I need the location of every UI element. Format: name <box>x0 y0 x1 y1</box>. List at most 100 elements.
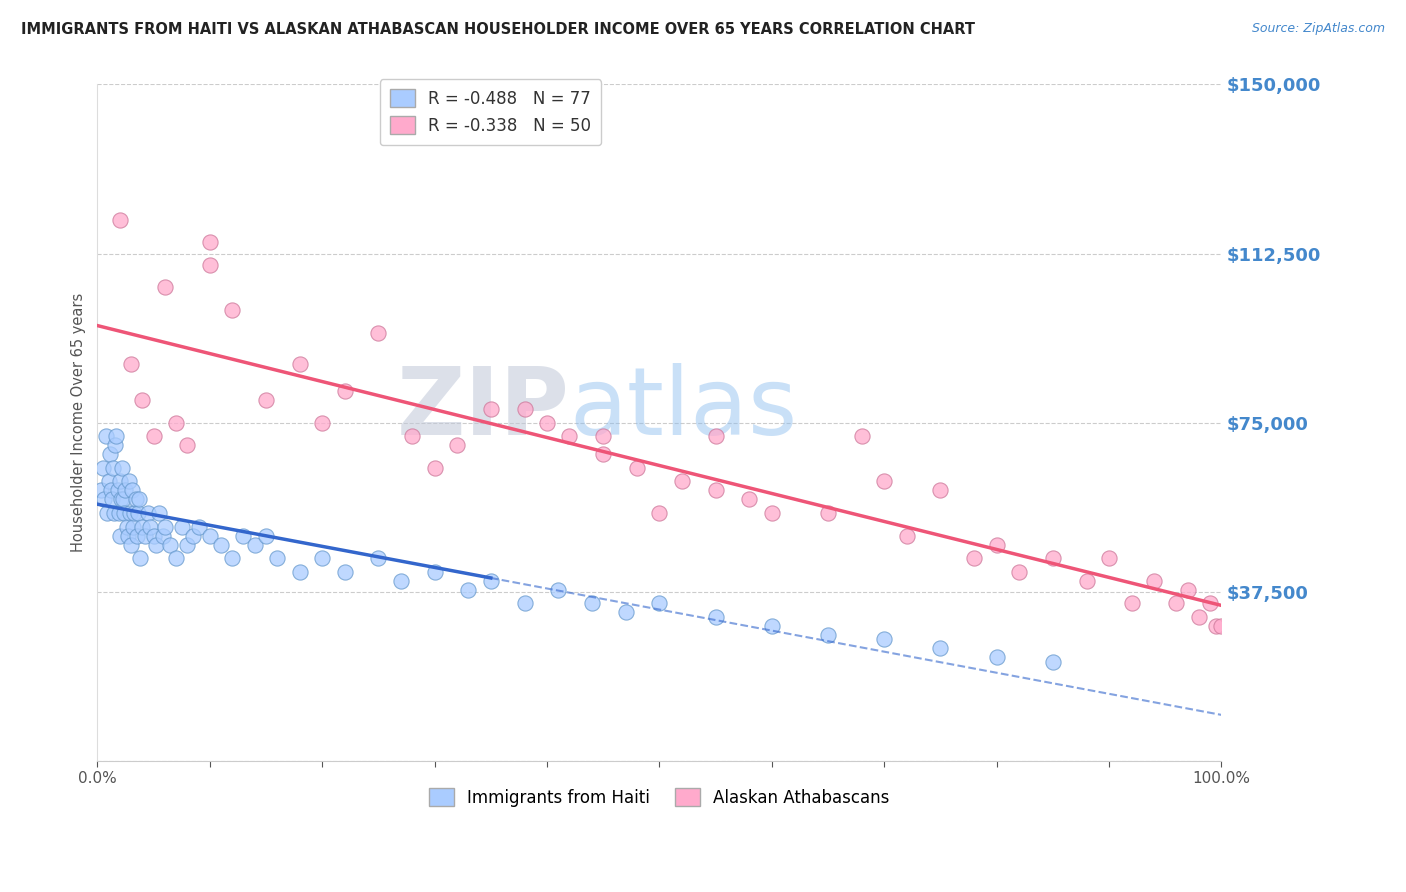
Point <box>91 461 114 475</box>
Point <box>1211 619 1233 633</box>
Point <box>120 537 142 551</box>
Point <box>288 565 311 579</box>
Point <box>1098 551 1121 566</box>
Point <box>1042 551 1064 566</box>
Point <box>896 528 918 542</box>
Point <box>107 506 129 520</box>
Point <box>648 506 671 520</box>
Point <box>159 537 181 551</box>
Point <box>108 528 131 542</box>
Point <box>136 506 159 520</box>
Text: IMMIGRANTS FROM HAITI VS ALASKAN ATHABASCAN HOUSEHOLDER INCOME OVER 65 YEARS COR: IMMIGRANTS FROM HAITI VS ALASKAN ATHABAS… <box>21 22 976 37</box>
Point <box>266 551 288 566</box>
Point <box>1143 574 1166 588</box>
Point <box>103 506 125 520</box>
Point <box>333 384 356 399</box>
Point <box>986 537 1008 551</box>
Point <box>170 519 193 533</box>
Point <box>165 416 187 430</box>
Point <box>547 582 569 597</box>
Point <box>592 429 614 443</box>
Point <box>152 528 174 542</box>
Point <box>288 357 311 371</box>
Point <box>704 429 727 443</box>
Point <box>118 475 141 489</box>
Point <box>101 492 124 507</box>
Point <box>1042 655 1064 669</box>
Point <box>873 475 896 489</box>
Point <box>1121 596 1143 610</box>
Point <box>1076 574 1098 588</box>
Point <box>181 528 204 542</box>
Point <box>121 483 143 498</box>
Point <box>1205 619 1227 633</box>
Point <box>124 492 146 507</box>
Point <box>232 528 254 542</box>
Point <box>738 492 761 507</box>
Point <box>104 438 127 452</box>
Point <box>122 519 145 533</box>
Point <box>1166 596 1188 610</box>
Point <box>479 574 502 588</box>
Point <box>93 492 115 507</box>
Point <box>1188 609 1211 624</box>
Point <box>513 596 536 610</box>
Point <box>198 235 221 250</box>
Point <box>96 506 118 520</box>
Point <box>105 429 128 443</box>
Point <box>198 258 221 272</box>
Point <box>221 551 243 566</box>
Point <box>592 447 614 461</box>
Point <box>125 528 148 542</box>
Point <box>243 537 266 551</box>
Point <box>100 483 122 498</box>
Point <box>817 628 839 642</box>
Point <box>311 416 333 430</box>
Point <box>1177 582 1199 597</box>
Point <box>761 506 783 520</box>
Point <box>479 402 502 417</box>
Point <box>198 528 221 542</box>
Point <box>581 596 603 610</box>
Point <box>142 429 165 443</box>
Point <box>111 461 134 475</box>
Point <box>128 492 150 507</box>
Point <box>536 416 558 430</box>
Point <box>145 537 167 551</box>
Y-axis label: Householder Income Over 65 years: Householder Income Over 65 years <box>72 293 86 552</box>
Point <box>614 605 637 619</box>
Point <box>367 326 389 340</box>
Point <box>187 519 209 533</box>
Point <box>176 537 198 551</box>
Point <box>142 528 165 542</box>
Point <box>761 619 783 633</box>
Point <box>446 438 468 452</box>
Point <box>671 475 693 489</box>
Point <box>98 447 121 461</box>
Point <box>704 483 727 498</box>
Text: Source: ZipAtlas.com: Source: ZipAtlas.com <box>1251 22 1385 36</box>
Text: ZIP: ZIP <box>396 363 569 455</box>
Point <box>333 565 356 579</box>
Point <box>115 519 138 533</box>
Point <box>648 596 671 610</box>
Point <box>131 519 153 533</box>
Point <box>254 528 277 542</box>
Point <box>423 461 446 475</box>
Point <box>114 483 136 498</box>
Point <box>97 475 120 489</box>
Point <box>851 429 873 443</box>
Point <box>96 429 118 443</box>
Point <box>704 609 727 624</box>
Point <box>134 528 156 542</box>
Point <box>176 438 198 452</box>
Point <box>139 519 162 533</box>
Point <box>131 393 153 408</box>
Point <box>117 528 139 542</box>
Point <box>311 551 333 566</box>
Point <box>873 632 896 647</box>
Text: atlas: atlas <box>569 363 797 455</box>
Point <box>108 212 131 227</box>
Point <box>118 506 141 520</box>
Point <box>101 461 124 475</box>
